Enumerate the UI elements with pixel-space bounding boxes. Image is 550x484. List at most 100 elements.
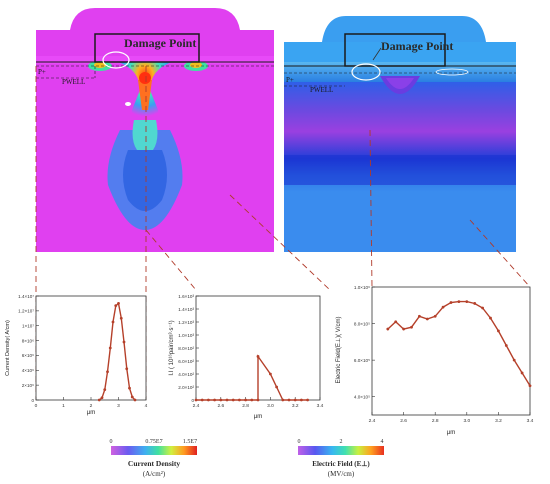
chart1-ytick-label: 1.2×10⁷ (18, 309, 34, 314)
chart1-xtick-label: 4 (145, 403, 148, 409)
chart3-point (528, 384, 532, 388)
chart1-point (97, 398, 101, 402)
chart2-point (238, 398, 241, 402)
chart1-point (117, 302, 120, 305)
chart1-ylabel: Current Density( A/cm) (5, 320, 11, 376)
colorbar1-title: Current Density (128, 459, 180, 468)
chart1-xtick-label: 0 (35, 403, 38, 409)
chart2-ylabel: I.I ( 10¹⁶pair/cm³·s⁻¹) (168, 320, 175, 375)
chart2-ytick-label: 1.6×10³ (178, 294, 194, 299)
chart3-ytick-label: 6.0×10⁵ (354, 358, 370, 363)
chart2-point (194, 398, 198, 402)
chart2-xtick-label: 2.4 (193, 403, 200, 409)
colorbar-electric-field: 0 2 4 Electric Field (E⊥) (MV/cm) (298, 439, 384, 478)
chart2-point (256, 355, 260, 358)
chart3-point (433, 314, 437, 318)
chart2-point (275, 385, 278, 389)
chart1-point (128, 386, 131, 390)
chart3-point (473, 302, 477, 305)
right-damage-circle (351, 63, 381, 81)
chart2-point (306, 398, 309, 402)
chart3-xtick-label: 3.0 (463, 418, 470, 424)
chart2-xtick-label: 3.2 (292, 403, 299, 409)
chart2-ytick-label: 1.4×10³ (178, 307, 194, 312)
chart2-ytick-label: 6.0×10² (178, 359, 194, 364)
chart3-point (402, 327, 405, 331)
chart1-point (106, 370, 109, 374)
chart3-point (481, 306, 484, 310)
chart2-ytick-label: 1.0×10³ (178, 333, 194, 338)
chart1-point (133, 398, 137, 402)
chart3-xtick-label: 3.2 (495, 418, 502, 424)
chart2-point (256, 398, 260, 402)
colorbar1-tick-1: 0.75E7 (145, 439, 162, 445)
chart2-ytick-label: 2.0×10² (178, 385, 194, 390)
chart3-point (441, 305, 445, 309)
chart3-point (504, 344, 508, 347)
chart3-point (497, 329, 500, 333)
chart3-xlabel: μm (447, 430, 455, 436)
chart2-ytick-label: 4.0×10² (178, 372, 194, 377)
colorbar2-tick-1: 2 (340, 439, 343, 445)
chart1-point (122, 340, 126, 344)
chart-electric-field: 4.0×10⁵ 6.0×10⁵ 8.0×10⁵ 1.0×10⁶ 2.4 2.6 2.8 3.… (335, 285, 534, 436)
chart3-xtick-label: 2.4 (369, 418, 376, 424)
chart3-point (465, 300, 469, 304)
chart2-ytick-label: 1.2×10³ (178, 320, 194, 325)
left-simulation: Damage Point P+ PWELL (36, 8, 274, 252)
chart3-point (425, 317, 429, 321)
chart2-point (219, 398, 223, 402)
chart2-xtick-label: 2.8 (242, 403, 249, 409)
left-damage-label: Damage Point (124, 36, 196, 50)
chart3-point (410, 325, 413, 329)
chart3-point (386, 327, 390, 331)
right-simulation: Damage Point P+ PWELL (284, 16, 516, 252)
chart1-ytick-label: 8×10⁶ (22, 338, 34, 343)
chart3-point (457, 300, 461, 304)
left-damage-circle (102, 51, 130, 69)
chart1-ytick-label: 1×10⁷ (22, 324, 34, 329)
left-pplus-label: P+ (38, 68, 46, 76)
chart1-point (108, 346, 112, 350)
chart1-ytick-label: 1.4×10⁷ (18, 294, 34, 299)
chart3-frame (371, 286, 531, 416)
colorbar-current-density: 0 0.75E7 1.5E7 Current Density (A/cm²) (110, 439, 198, 478)
chart1-point (130, 395, 134, 399)
chart3-ytick-label: 4.0×10⁵ (354, 395, 370, 400)
chart3-point (512, 358, 516, 362)
right-damage-label: Damage Point (381, 39, 453, 53)
chart1-point (114, 304, 118, 308)
chart2-point (287, 398, 291, 402)
chart3-point (449, 301, 453, 304)
chart2-point (213, 398, 217, 402)
right-pplus-label: P+ (286, 76, 294, 84)
chart2-point (250, 398, 254, 402)
chart3-point (489, 316, 492, 320)
chart2-xtick-label: 3.0 (267, 403, 274, 409)
chart1-ytick-label: 2×10⁶ (22, 383, 34, 388)
chart3-xtick-label: 2.8 (432, 418, 439, 424)
left-pwell-label: PWELL (62, 78, 85, 86)
chart2-point (244, 398, 248, 402)
chart1-ytick-label: 0 (31, 398, 34, 403)
chart2-point (281, 398, 285, 402)
chart2-point (231, 398, 235, 402)
colorbar1-bar (111, 446, 197, 455)
chart2-ytick-label: 8.0×10² (178, 346, 194, 351)
chart1-xlabel: μm (87, 410, 95, 416)
chart1-ytick-label: 6×10⁶ (22, 353, 34, 358)
chart1-frame (35, 295, 147, 401)
chart1-point (119, 316, 123, 320)
colorbar2-unit: (MV/cm) (328, 470, 355, 478)
chart3-ytick-label: 1.0×10⁶ (354, 285, 370, 290)
chart2-point (225, 398, 229, 402)
chart3-xtick-label: 2.6 (400, 418, 407, 424)
chart3-point (394, 320, 398, 324)
colorbar1-unit: (A/cm²) (143, 470, 166, 478)
zoom-connectors (35, 66, 531, 400)
chart2-xtick-label: 2.6 (217, 403, 224, 409)
chart3-point (520, 371, 524, 375)
chart2-xlabel: μm (254, 414, 262, 420)
chart1-point (100, 396, 104, 400)
